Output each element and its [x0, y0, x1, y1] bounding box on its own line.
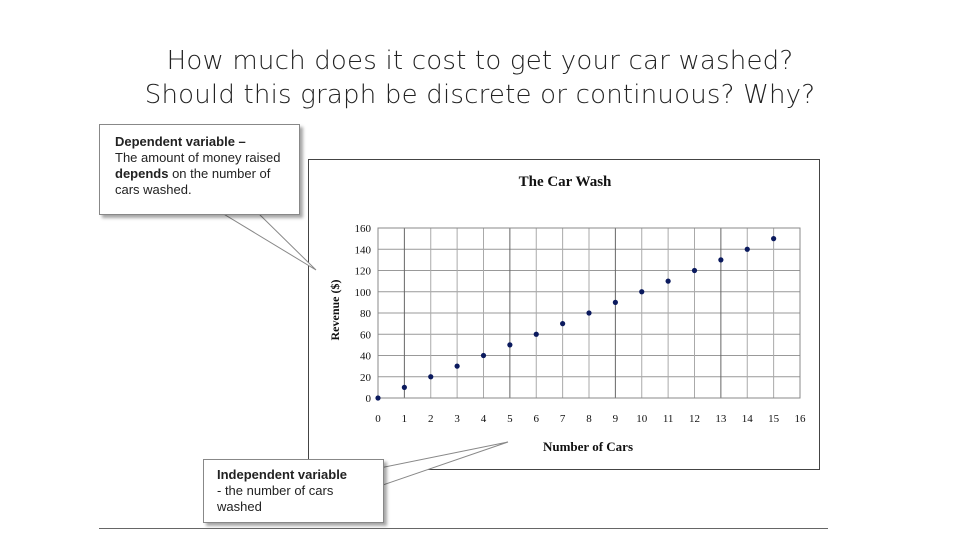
chart-frame: The Car Wash 0 20 40 60 80 100 120 140 160 0 1 2 3 4 5…: [308, 159, 820, 470]
x-tick-label: 6: [534, 413, 540, 425]
chart-points: [375, 236, 777, 401]
x-tick-label: 8: [586, 413, 592, 425]
y-tick-label: 20: [360, 372, 372, 384]
x-tick-label: 16: [795, 413, 807, 425]
slide-title-line-1: How much does it cost to get your car wa…: [166, 46, 794, 76]
data-point: [586, 310, 592, 316]
y-tick-label: 60: [360, 329, 372, 341]
x-tick-label: 9: [613, 413, 619, 425]
data-point: [771, 236, 777, 242]
chart-title: The Car Wash: [519, 174, 612, 190]
data-point: [612, 299, 618, 305]
dependent-variable-text-before: The amount of money raised: [115, 150, 281, 165]
bottom-divider: [99, 528, 828, 529]
y-tick-label: 160: [355, 223, 372, 235]
x-tick-label: 1: [402, 413, 408, 425]
y-tick-label: 80: [360, 308, 372, 320]
dependent-variable-callout: Dependent variable – The amount of money…: [99, 124, 300, 215]
data-point: [428, 374, 434, 380]
independent-variable-callout: Independent variable - the number of car…: [203, 459, 384, 523]
x-tick-label: 7: [560, 413, 566, 425]
x-tick-label: 0: [375, 413, 381, 425]
x-tick-label: 14: [742, 413, 754, 425]
x-tick-label: 5: [507, 413, 513, 425]
data-point: [507, 342, 513, 348]
data-point: [639, 289, 645, 295]
slide-title: How much does it cost to get your car wa…: [0, 44, 960, 112]
y-tick-label: 140: [355, 244, 372, 256]
dependent-variable-heading: Dependent variable –: [115, 134, 246, 149]
x-tick-label: 3: [454, 413, 460, 425]
data-point: [375, 395, 381, 401]
data-point: [401, 384, 407, 390]
y-tick-label: 0: [366, 393, 372, 405]
x-axis-label: Number of Cars: [543, 439, 633, 454]
data-point: [533, 331, 539, 337]
dependent-variable-emphasis: depends: [115, 166, 169, 181]
data-point: [560, 321, 566, 327]
data-point: [744, 246, 750, 252]
y-tick-label: 100: [355, 287, 372, 299]
x-tick-label: 10: [636, 413, 648, 425]
data-point: [480, 352, 487, 359]
data-point: [691, 267, 698, 274]
slide-title-line-2: Should this graph be discrete or continu…: [144, 80, 816, 110]
plot-area-border: [377, 227, 801, 399]
dependent-callout-pointer: [220, 212, 317, 271]
independent-variable-heading: Independent variable: [217, 467, 348, 482]
y-axis-label: Revenue ($): [328, 280, 342, 341]
independent-variable-text: - the number of cars washed: [217, 483, 334, 514]
x-tick-label: 11: [663, 413, 674, 425]
x-tick-label: 12: [689, 413, 700, 425]
chart-axes: [377, 227, 801, 399]
data-point: [718, 257, 724, 263]
data-point: [454, 363, 460, 369]
dependent-variable-text-after: on the number of cars washed.: [115, 166, 271, 197]
x-tick-label: 2: [428, 413, 434, 425]
x-tick-label: 15: [768, 413, 780, 425]
x-tick-label: 13: [715, 413, 727, 425]
y-tick-label: 40: [360, 351, 372, 363]
y-tick-label: 120: [355, 266, 372, 278]
x-tick-label: 4: [481, 413, 487, 425]
data-point: [665, 278, 671, 284]
